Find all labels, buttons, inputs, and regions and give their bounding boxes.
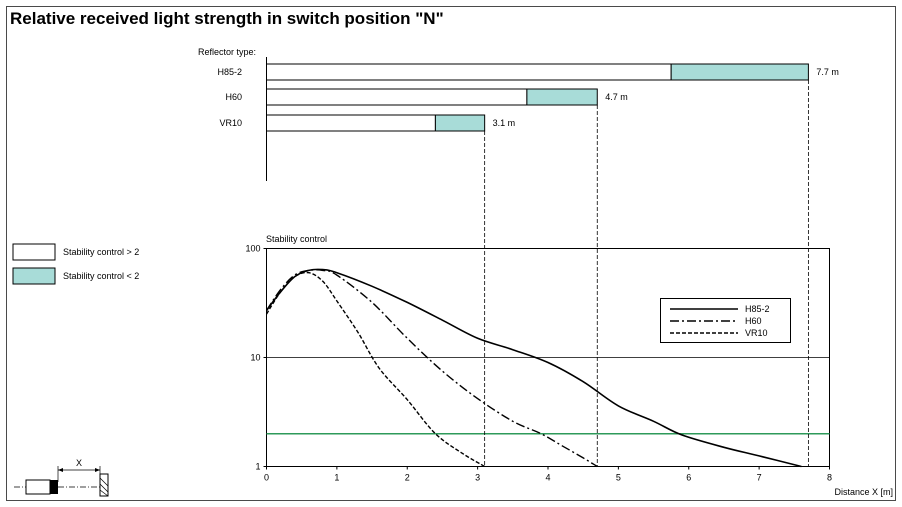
- legend-label-unstable: Stability control < 2: [63, 271, 139, 281]
- series-line-h85-2: [265, 268, 802, 468]
- legend-label-stable: Stability control > 2: [63, 247, 139, 257]
- y-tick-label: 100: [245, 244, 260, 254]
- chart-title: Relative received light strength in swit…: [10, 9, 444, 28]
- series-legend: H85-2 H60 VR10: [660, 298, 791, 343]
- x-tick-label: 1: [334, 473, 339, 483]
- x-tick-label: 4: [545, 473, 550, 483]
- bar-segment-stable: [266, 114, 436, 132]
- reflector-range-bars: Reflector type: H85-2 7.7 m H60 4.7 m VR10 3.…: [198, 47, 839, 181]
- x-tick-label: 2: [405, 473, 410, 483]
- bar-value-label: 7.7 m: [816, 67, 839, 77]
- bar-segment-unstable: [670, 63, 809, 81]
- sketch-sensor: [25, 479, 51, 495]
- x-tick-label: 0: [264, 473, 269, 483]
- sketch-sensor-lens: [50, 480, 58, 494]
- sketch-reflector: [99, 473, 109, 497]
- stability-legend: Stability control > 2 Stability control …: [12, 243, 139, 285]
- legend-series-label: VR10: [745, 328, 768, 338]
- y-tick-label: 1: [255, 462, 260, 472]
- bar-segment-unstable: [434, 114, 486, 132]
- sketch-x-label: X: [76, 458, 82, 468]
- bar-segment-stable: [266, 63, 672, 81]
- legend-series-label: H85-2: [745, 304, 770, 314]
- series-line-h60: [265, 269, 598, 468]
- x-axis-label: Distance X [m]: [834, 487, 893, 497]
- figure-frame: [6, 6, 896, 501]
- y-tick-label: 10: [250, 353, 260, 363]
- x-tick-label: 3: [475, 473, 480, 483]
- bar-category-label: VR10: [219, 118, 242, 128]
- legend-swatch-stable: [12, 243, 56, 261]
- bar-value-label: 4.7 m: [605, 92, 628, 102]
- bar-category-label: H85-2: [217, 67, 242, 77]
- bar-segment-unstable: [526, 88, 598, 106]
- bar-category-label: H60: [225, 92, 242, 102]
- line-chart-title: Stability control: [266, 234, 327, 244]
- reflector-type-label: Reflector type:: [198, 47, 256, 57]
- bar-segment-stable: [266, 88, 528, 106]
- legend-swatch-unstable: [12, 267, 56, 285]
- x-tick-label: 5: [616, 473, 621, 483]
- x-tick-label: 7: [757, 473, 762, 483]
- bar-value-label: 3.1 m: [493, 118, 516, 128]
- distance-sketch: X: [14, 458, 109, 497]
- series-line-vr10: [265, 271, 486, 468]
- legend-series-label: H60: [745, 316, 762, 326]
- x-tick-label: 8: [827, 473, 832, 483]
- x-tick-label: 6: [686, 473, 691, 483]
